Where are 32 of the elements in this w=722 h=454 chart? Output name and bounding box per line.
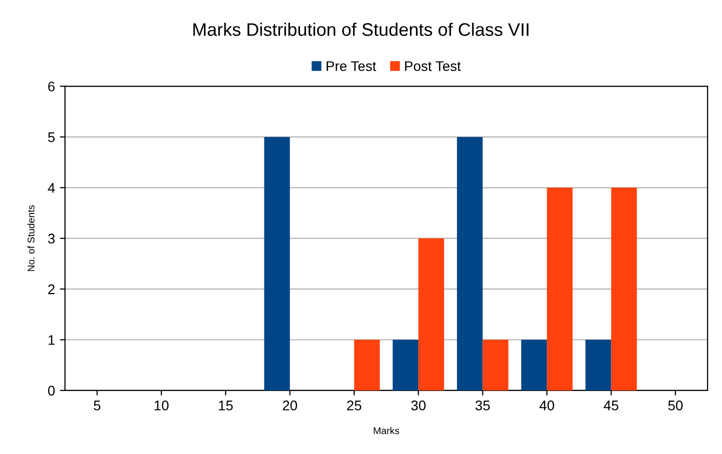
x-tick-label: 10 [154,400,169,410]
bar [521,340,547,390]
y-axis-title: No. of Students [27,205,34,272]
x-tick-label: 35 [475,400,490,410]
bar [264,136,290,390]
x-tick-label: 30 [411,400,426,410]
y-tick-label: 0 [48,386,55,396]
x-tick-label: 25 [347,400,362,410]
x-tick-label: 50 [668,400,683,410]
bar [392,340,418,390]
bar [482,340,508,390]
x-tick-label: 20 [282,400,298,410]
bar [456,136,483,390]
bar [354,340,380,390]
bar [546,188,573,390]
bar [611,188,637,390]
x-axis-title: Marks [374,427,400,434]
y-tick-label: 2 [48,284,55,294]
y-tick-label: 4 [48,183,55,193]
x-tick-label: 5 [94,400,100,410]
x-tick-label: 40 [540,400,554,410]
legend-label: Post Test [405,61,461,72]
y-tick-label: 6 [48,82,55,92]
x-tick-label: 15 [218,400,233,410]
legend-label: Pre Test [326,61,376,72]
chart-title: Marks Distribution of Students of Class VII [193,22,528,36]
y-tick-label: 1 [48,335,55,345]
bar [585,340,612,390]
y-tick-label: 3 [48,234,55,244]
bar [418,238,444,390]
y-tick-label: 5 [48,132,55,142]
x-tick-label: 45 [604,400,618,410]
